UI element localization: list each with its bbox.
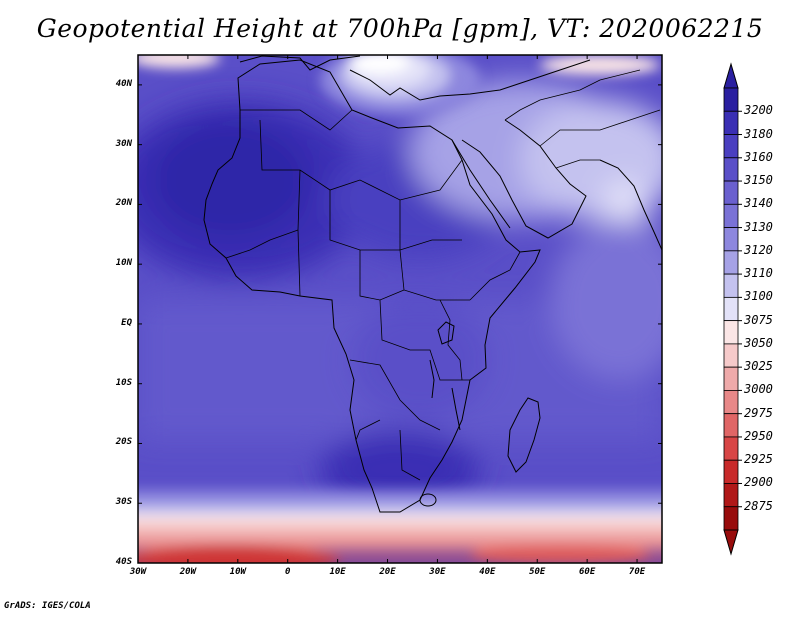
- chart-title: Geopotential Height at 700hPa [gpm], VT:…: [36, 14, 764, 43]
- lat-ticks: [138, 84, 662, 564]
- coastlines: [203, 55, 662, 513]
- colorbar-swatch: [723, 87, 739, 112]
- lon-tick-label: 60E: [579, 567, 596, 577]
- colorbar-level-label: 2950: [744, 428, 773, 443]
- colorbar-swatch: [723, 134, 739, 159]
- colorbar-swatch: [723, 296, 739, 322]
- colorbar-level-label: 3130: [744, 219, 773, 234]
- lon-tick-label: 30W: [129, 567, 147, 577]
- lat-tick-label: 10N: [115, 258, 132, 269]
- colorbar-swatch: [723, 483, 739, 508]
- colorbar-swatch: [723, 110, 739, 135]
- colorbar-swatch: [723, 180, 739, 205]
- colorbar-swatch: [723, 506, 739, 531]
- colorbar-level-label: 3180: [744, 126, 773, 141]
- lon-tick-label: 40E: [479, 567, 496, 577]
- colorbar-swatch: [723, 366, 739, 391]
- colorbar-level-label: 3140: [744, 196, 773, 211]
- lat-tick-label: 40N: [115, 78, 132, 89]
- lat-tick-label: 30S: [115, 497, 132, 508]
- lon-tick-label: 0: [284, 567, 291, 577]
- colorbar-swatch: [723, 157, 739, 182]
- colorbar: [723, 62, 742, 556]
- lon-tick-label: 20E: [379, 567, 396, 577]
- colorbar-level-label: 3025: [744, 359, 773, 374]
- lon-tick-label: 50E: [529, 567, 546, 577]
- colorbar-swatch: [723, 250, 739, 275]
- credit-text: GrADS: IGES/COLA: [4, 601, 91, 611]
- colorbar-level-label: 3160: [744, 149, 773, 164]
- lat-tick-label: 30N: [115, 138, 132, 149]
- lat-tick-label: 20S: [115, 437, 132, 448]
- colorbar-top-arrow: [723, 62, 739, 89]
- africa-coastline: [203, 59, 541, 513]
- colorbar-level-label: 2875: [744, 498, 773, 513]
- lon-tick-label: 30E: [429, 567, 446, 577]
- colorbar-swatch: [723, 273, 739, 298]
- colorbar-bottom-arrow: [723, 529, 739, 556]
- lat-tick-label: 10S: [115, 377, 132, 388]
- country-borders: [225, 69, 661, 481]
- colorbar-level-label: 2975: [744, 405, 773, 420]
- height-field: [138, 55, 662, 563]
- colorbar-level-label: 2900: [744, 475, 773, 490]
- colorbar-level-label: 3200: [744, 103, 773, 118]
- lon-tick-label: 70E: [628, 567, 646, 577]
- madagascar: [507, 397, 541, 473]
- colorbar-swatch: [723, 227, 739, 252]
- colorbar-swatch: [723, 436, 739, 461]
- colorbar-swatch: [723, 459, 739, 484]
- lon-tick-label: 10W: [229, 567, 246, 577]
- lon-tick-label: 20W: [179, 567, 197, 577]
- colorbar-swatch: [723, 390, 739, 415]
- colorbar-level-label: 3100: [744, 289, 773, 304]
- colorbar-level-label: 3110: [744, 266, 773, 281]
- colorbar-swatch: [723, 203, 739, 228]
- colorbar-swatch: [723, 320, 739, 345]
- colorbar-level-label: 3000: [744, 382, 773, 397]
- colorbar-swatch: [723, 413, 739, 438]
- lon-tick-label: 10E: [329, 567, 346, 577]
- india-coast: [599, 159, 662, 251]
- lon-ticks: [137, 55, 638, 563]
- colorbar-swatch: [723, 343, 739, 368]
- colorbar-level-label: 3050: [744, 335, 773, 350]
- colorbar-level-label: 2925: [744, 452, 773, 467]
- europe-coast: [239, 55, 591, 101]
- lat-tick-label: EQ: [121, 317, 132, 328]
- plot-frame: [137, 54, 663, 564]
- lat-tick-label: 40S: [115, 557, 132, 567]
- colorbar-level-label: 3075: [744, 312, 773, 327]
- lat-tick-label: 20N: [115, 198, 132, 209]
- colorbar-level-label: 3120: [744, 242, 773, 257]
- colorbar-level-label: 3150: [744, 173, 773, 188]
